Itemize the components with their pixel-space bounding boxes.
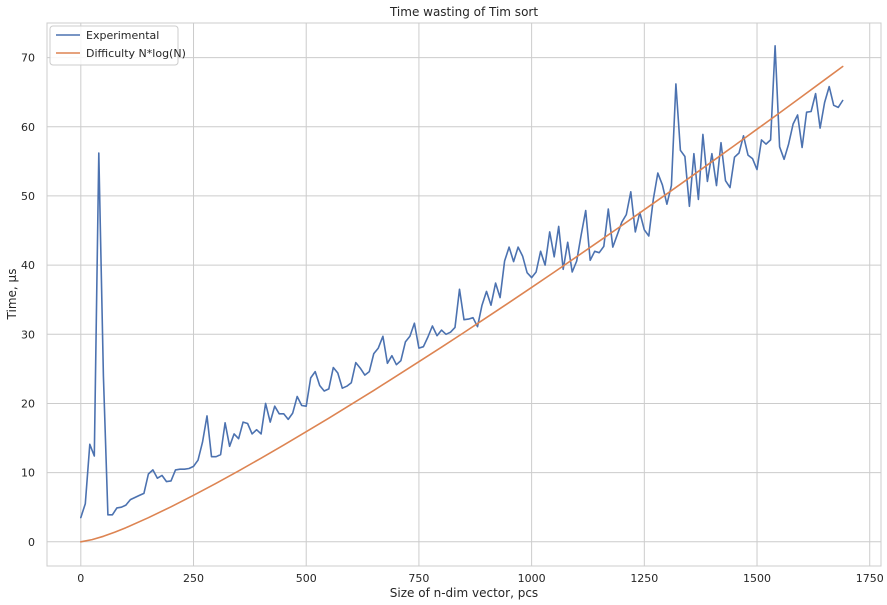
x-tick-label: 1750: [856, 572, 884, 585]
y-tick-label: 20: [21, 397, 35, 410]
grid: [47, 23, 881, 566]
chart-title: Time wasting of Tim sort: [389, 5, 538, 19]
plot-area: [46, 22, 882, 567]
series-line-1: [80, 65, 844, 543]
legend: Experimental Difficulty N*log(N): [49, 25, 186, 66]
y-tick-label: 0: [28, 536, 35, 549]
x-tick-label: 1000: [518, 572, 546, 585]
y-tick-label: 10: [21, 467, 35, 480]
y-tick-labels: 0 10 20 30 40 50 60 70: [21, 52, 35, 549]
x-tick-label: 0: [77, 572, 84, 585]
x-tick-label: 500: [296, 572, 317, 585]
y-axis-label: Time, μs: [5, 269, 19, 321]
x-tick-label: 1500: [743, 572, 771, 585]
series-line-0: [80, 44, 844, 519]
y-tick-label: 40: [21, 259, 35, 272]
x-tick-labels: 0 250 500 750 1000 1250 1500 1750: [77, 572, 883, 585]
series-lines: [80, 44, 844, 543]
x-axis-label: Size of n-dim vector, pcs: [390, 586, 538, 600]
legend-label-1: Difficulty N*log(N): [86, 47, 186, 60]
x-tick-label: 750: [408, 572, 429, 585]
y-tick-label: 50: [21, 190, 35, 203]
x-tick-label: 250: [183, 572, 204, 585]
y-tick-label: 30: [21, 328, 35, 341]
legend-box: [49, 25, 179, 66]
y-tick-label: 70: [21, 52, 35, 65]
y-tick-label: 60: [21, 121, 35, 134]
legend-label-0: Experimental: [86, 29, 159, 42]
x-tick-label: 1250: [630, 572, 658, 585]
